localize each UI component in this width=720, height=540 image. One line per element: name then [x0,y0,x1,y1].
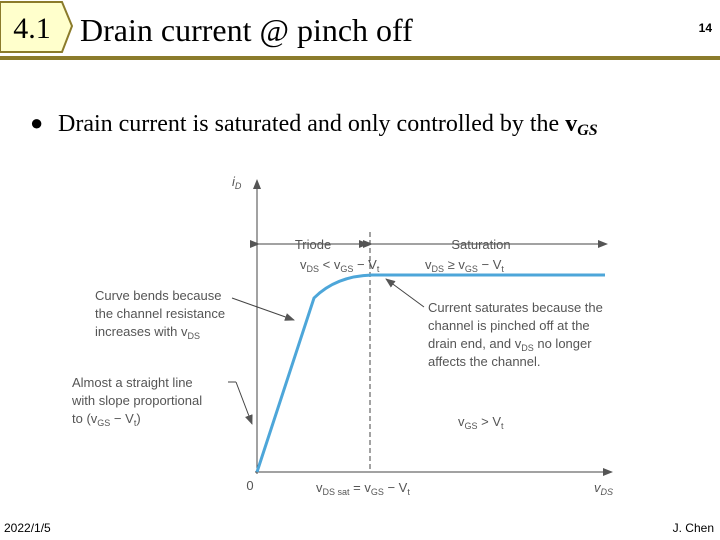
y-axis-label-part: i [232,174,236,189]
footer-author: J. Chen [673,521,714,535]
callout [235,381,253,425]
x-marker-label-part: v [316,480,323,495]
bullet-part: Drain current is saturated and only cont… [58,111,566,137]
annotation-line: to (vGS − Vt) [72,411,141,428]
region-name: Saturation [451,237,510,252]
region-condition: vDS ≥ vGS − Vt [425,257,504,274]
annotation-line-part: to (v [72,411,98,426]
region-condition: vDS < vGS − Vt [300,257,380,274]
x-marker-label-part: − V [384,480,408,495]
region-condition-part: DS [432,264,445,274]
section-badge [0,1,74,53]
region-condition-part: t [377,264,380,274]
annotation-line-part: drain end, and v [428,336,522,351]
annotation-line-part: no longer [534,336,592,351]
region-condition-part: − V [353,257,377,272]
region-condition-part: v [425,257,432,272]
annotation-line-part: channel is pinched off at the [428,318,590,333]
curve-label-part: GS [465,421,478,431]
y-axis-label: iD [232,174,242,191]
annotation-line-part: Almost a straight line [72,375,193,390]
y-axis-label-part: D [235,181,242,191]
annotation-line-part: ) [136,411,140,426]
annotation-line-part: Current saturates because the [428,300,603,315]
x-marker-label-part: DS sat [323,487,351,497]
id-curve [255,273,605,473]
annotation-line-part: − V [110,411,134,426]
origin-label: 0 [246,478,253,493]
annotation-line-part: affects the channel. [428,354,541,369]
x-marker-label-part: GS [371,487,384,497]
x-axis-label: vDS [594,480,613,497]
annotation-line: affects the channel. [428,354,541,369]
section-number: 4.1 [13,12,51,45]
annotation-line: the channel resistance [95,306,225,321]
curve-label-part: > V [478,414,502,429]
annotation-line-part: t [134,418,137,428]
annotation-line: Current saturates because the [428,300,603,315]
figure [228,179,613,476]
annotation-line: increases with vDS [95,324,200,341]
curve-label-part: t [501,421,504,431]
callout [231,297,295,321]
region-condition-part: GS [340,264,353,274]
annotation-line-part: increases with v [95,324,188,339]
callout [385,278,425,308]
x-axis-label-part: DS [601,487,614,497]
annotation-line: channel is pinched off at the [428,318,590,333]
bullet-part: v [565,111,578,137]
annotation-line: Curve bends because [95,288,221,303]
x-axis-label-part: v [594,480,602,495]
annotation-line-part: the channel resistance [95,306,225,321]
region-condition-part: ≥ v [444,257,465,272]
region-condition-part: t [501,264,504,274]
footer-date: 2022/1/5 [4,521,51,535]
annotation-line-part: with slope proportional [71,393,202,408]
region-condition-part: v [300,257,307,272]
annotation-line-part: DS [521,343,534,353]
curve-label-part: v [458,414,465,429]
annotation-line-part: Curve bends because [95,288,221,303]
annotation-line: Almost a straight line [72,375,193,390]
region-condition-part: GS [465,264,478,274]
region-condition-part: < v [319,257,341,272]
bullet-marker: ● [30,110,44,135]
x-marker-label-part: = v [350,480,372,495]
page-number: 14 [699,21,713,35]
region-condition-part: DS [307,264,320,274]
annotation-line-part: GS [97,418,110,428]
curve-label: vGS > Vt [458,414,504,431]
bullet-part: GS [577,122,598,139]
annotation-line: with slope proportional [71,393,202,408]
region-name: Triode [295,237,331,252]
bullet-text: Drain current is saturated and only cont… [58,108,670,147]
annotation-line-part: DS [187,331,200,341]
x-marker-label: vDS sat = vGS − Vt [316,480,410,497]
slide-title: Drain current @ pinch off [80,12,413,48]
region-condition-part: − V [478,257,502,272]
x-marker-label-part: t [407,487,410,497]
annotation-line: drain end, and vDS no longer [428,336,592,353]
